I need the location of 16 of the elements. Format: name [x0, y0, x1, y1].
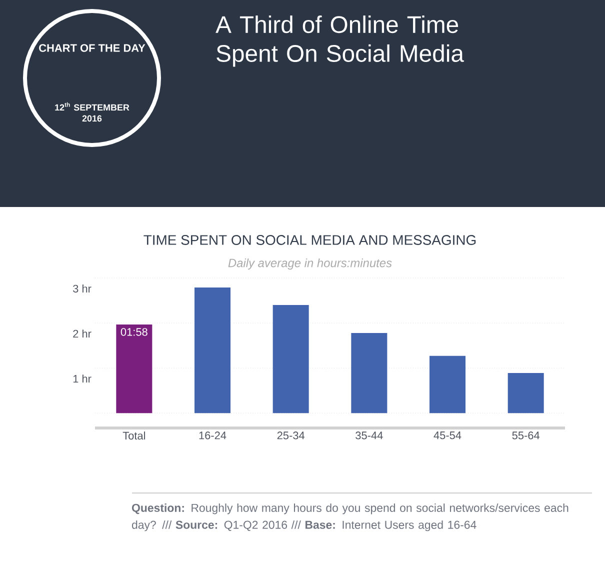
y-tick-label: 1 hr: [73, 374, 92, 383]
y-tick-label: 3 hr: [73, 284, 92, 293]
x-tick-label: 16-24: [199, 432, 226, 440]
x-tick-label: 55-64: [512, 432, 540, 440]
text: CHART OF THE DAY: [39, 44, 146, 52]
y-tick-label: 2 hr: [73, 330, 92, 338]
text: Question: Roughly how many hours do you spend on social networks/services each day? /// Source: Q1-Q2 2016 /// Base: Internet Users aged 16-64: [132, 504, 568, 532]
chart-title: TIME SPENT ON SOCIAL MEDIA AND MESSAGING: [144, 235, 476, 245]
chart-subtitle: Daily average in hours:minutes: [228, 258, 392, 270]
x-tick-label: 45-54: [434, 432, 462, 440]
text: 12$^{th}$ SEPTEMBER 2016: [55, 102, 130, 122]
x-tick-label: 35-44: [356, 432, 383, 440]
data-label: 01:58: [120, 328, 148, 336]
x-tick-label: 25-34: [277, 432, 305, 440]
text: A Third of Online Time Spent On Social Media: [216, 16, 464, 67]
x-tick-label: Total: [122, 432, 146, 440]
